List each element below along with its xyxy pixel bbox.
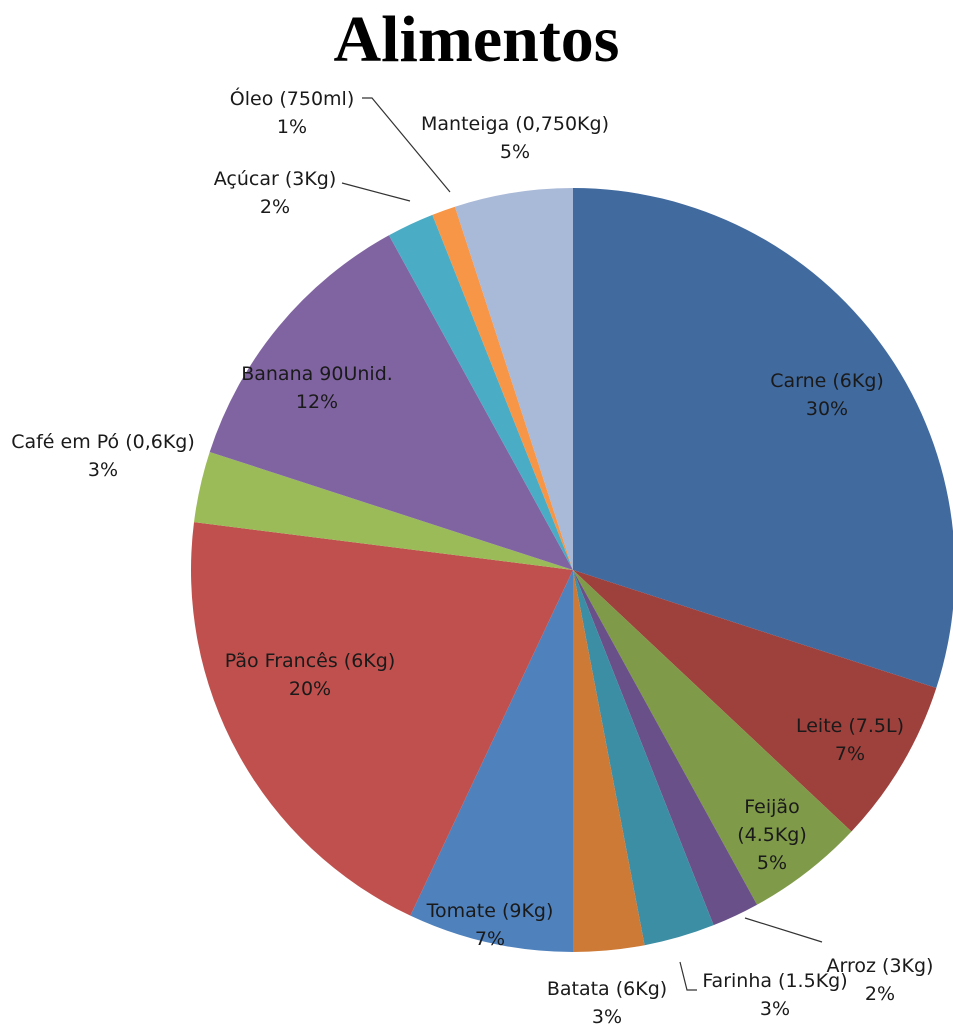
value-label: 3% <box>591 1006 623 1028</box>
category-label: Açúcar (3Kg) <box>213 168 337 190</box>
pie-slice <box>410 570 573 952</box>
category-label: Óleo (750ml) <box>229 88 355 110</box>
pie-slice <box>209 235 573 570</box>
category-label: Tomate (9Kg) <box>426 900 554 922</box>
category-label: Farinha (1.5Kg) <box>702 970 848 992</box>
leader-line <box>679 961 697 991</box>
value-label: 7% <box>474 928 506 950</box>
category-label: Pão Francês (6Kg) <box>224 650 396 672</box>
slices <box>190 188 953 952</box>
category-label: Leite (7.5L) <box>795 715 905 737</box>
category-label: Manteiga (0,750Kg) <box>421 113 609 135</box>
value-label: 3% <box>759 998 791 1020</box>
value-label: 1% <box>276 116 308 138</box>
category-label: Feijão (4.5Kg) <box>737 796 807 846</box>
pie-slice <box>388 214 573 570</box>
pie-slice <box>432 206 573 570</box>
leader-line <box>362 97 451 193</box>
data-label: Tomate (9Kg) 7% <box>427 897 554 953</box>
pie-slice <box>573 570 937 832</box>
category-label: Arroz (3Kg) <box>826 955 934 977</box>
chart-title: Alimentos <box>333 3 620 76</box>
category-label: Carne (6Kg) <box>770 370 884 392</box>
pie-slice <box>573 570 645 952</box>
pie-slice <box>573 188 953 689</box>
pie-slice <box>194 451 573 570</box>
value-label: 5% <box>499 141 531 163</box>
value-label: 2% <box>259 196 291 218</box>
data-label: Óleo (750ml) 1% <box>230 85 354 141</box>
pie-slice <box>190 522 573 916</box>
data-label: Carne (6Kg) 30% <box>770 367 884 423</box>
data-label: Farinha (1.5Kg) 3% <box>702 967 847 1023</box>
data-label: Feijão (4.5Kg) 5% <box>727 793 817 877</box>
value-label: 2% <box>864 983 896 1005</box>
data-label: Banana 90Unid. 12% <box>241 360 393 416</box>
leader-line <box>744 917 823 943</box>
pie-slice <box>573 570 714 946</box>
category-label: Batata (6Kg) <box>546 978 668 1000</box>
data-label: Açúcar (3Kg) 2% <box>214 165 337 221</box>
value-label: 3% <box>87 459 119 481</box>
leader-line <box>341 182 411 202</box>
value-label: 30% <box>805 398 849 420</box>
data-label: Pão Francês (6Kg) 20% <box>225 647 395 703</box>
value-label: 12% <box>295 391 339 413</box>
data-label: Manteiga (0,750Kg) 5% <box>421 110 609 166</box>
data-label: Leite (7.5L) 7% <box>796 712 904 768</box>
category-label: Banana 90Unid. <box>241 363 393 385</box>
value-label: 7% <box>834 743 866 765</box>
data-label: Batata (6Kg) 3% <box>547 975 667 1031</box>
leader-lines <box>341 97 823 991</box>
data-label: Arroz (3Kg) 2% <box>827 952 934 1008</box>
category-label: Café em Pó (0,6Kg) <box>11 431 195 453</box>
pie-slice <box>573 570 852 905</box>
pie-slice <box>454 188 573 570</box>
value-label: 5% <box>756 852 788 874</box>
value-label: 20% <box>288 678 332 700</box>
pie-slice <box>573 570 758 926</box>
data-label: Café em Pó (0,6Kg) 3% <box>11 428 195 484</box>
